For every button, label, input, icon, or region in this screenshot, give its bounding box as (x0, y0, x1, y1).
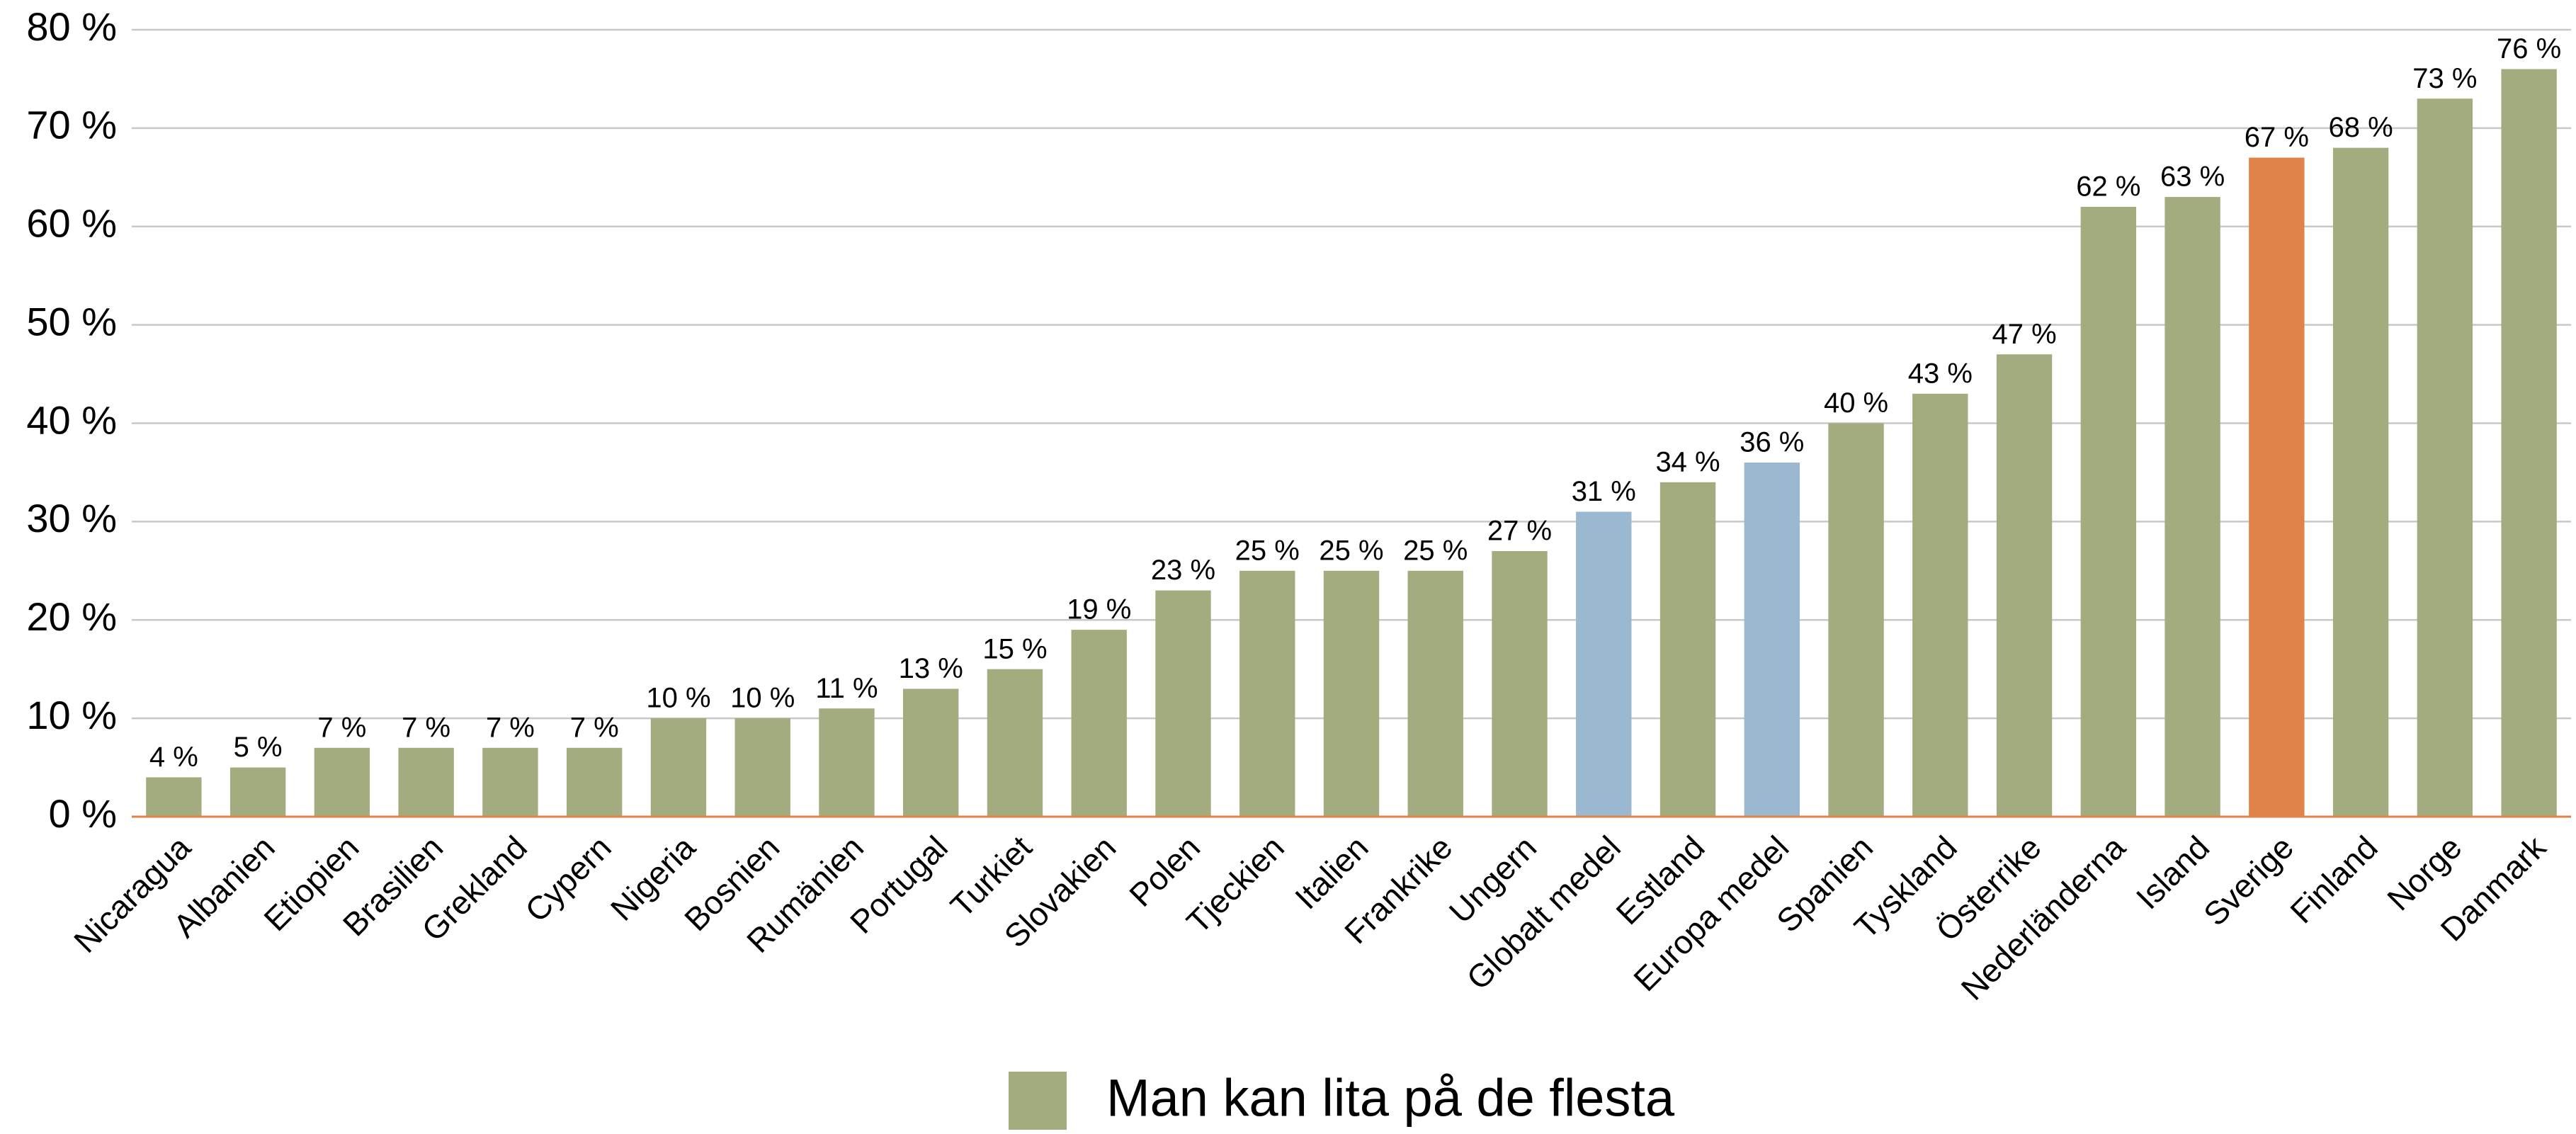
legend-swatch (1009, 1072, 1067, 1130)
y-tick-label: 80 % (26, 4, 117, 49)
bar (1155, 590, 1211, 817)
bar (2501, 69, 2557, 817)
bar (229, 767, 286, 817)
bar (1492, 551, 1548, 817)
y-tick-label: 10 % (26, 693, 117, 737)
bar (903, 688, 959, 817)
value-label: 11 % (815, 673, 878, 704)
value-label: 7 % (317, 712, 366, 743)
value-label: 7 % (486, 712, 535, 743)
bar (398, 747, 454, 817)
bar (1912, 393, 1968, 817)
bar (819, 708, 875, 817)
value-label: 25 % (1235, 535, 1300, 566)
bar (650, 718, 707, 817)
bar (987, 669, 1043, 817)
y-tick-label: 30 % (26, 496, 117, 540)
bar (482, 747, 538, 817)
bar (566, 747, 623, 817)
x-tick-label: Finland (2283, 829, 2384, 930)
bar (1323, 570, 1380, 817)
bar (1828, 423, 1884, 817)
value-label: 76 % (2497, 33, 2561, 64)
y-tick-label: 0 % (49, 791, 118, 836)
bar (1996, 354, 2053, 817)
bar (314, 747, 370, 817)
value-label: 63 % (2160, 161, 2225, 193)
x-tick-label: Cypern (518, 829, 618, 929)
value-label: 4 % (149, 742, 198, 773)
y-tick-label: 70 % (26, 103, 117, 147)
value-label: 43 % (1908, 358, 1973, 389)
value-label: 67 % (2245, 122, 2309, 153)
value-label: 10 % (646, 683, 710, 714)
value-label: 7 % (570, 712, 619, 743)
value-label: 73 % (2412, 63, 2477, 94)
y-tick-label: 20 % (26, 594, 117, 639)
bar (1071, 630, 1127, 817)
value-label: 5 % (234, 732, 283, 763)
value-label: 19 % (1067, 594, 1131, 625)
value-label: 27 % (1487, 516, 1552, 547)
bar (1576, 511, 1632, 817)
y-tick-label: 40 % (26, 397, 117, 442)
value-label: 47 % (1992, 319, 2056, 350)
x-tick-label: Sverige (2196, 829, 2300, 933)
value-label: 10 % (730, 683, 795, 714)
y-tick-label: 50 % (26, 299, 117, 344)
x-tick-label: Nicaragua (67, 829, 198, 960)
bar (1659, 482, 1716, 817)
value-label: 31 % (1572, 476, 1636, 507)
value-label: 15 % (982, 633, 1047, 664)
bar (2164, 197, 2220, 817)
legend-label: Man kan lita på de flesta (1106, 1069, 1675, 1128)
bar (2080, 206, 2137, 817)
value-label: 25 % (1403, 535, 1468, 566)
value-label: 62 % (2076, 171, 2140, 203)
value-label: 23 % (1151, 555, 1215, 586)
value-label: 36 % (1740, 427, 1804, 458)
bar (1239, 570, 1295, 817)
value-label: 25 % (1319, 535, 1383, 566)
bar (146, 777, 202, 817)
bar (2417, 98, 2473, 817)
value-label: 34 % (1655, 446, 1720, 477)
bar (734, 718, 790, 817)
bar (2249, 157, 2305, 817)
bar (1407, 570, 1463, 817)
value-label: 68 % (2329, 112, 2393, 143)
value-label: 13 % (899, 653, 963, 684)
bar (1744, 463, 1800, 817)
y-tick-label: 60 % (26, 201, 117, 246)
bar (2332, 147, 2389, 817)
value-label: 7 % (402, 712, 450, 743)
value-label: 40 % (1824, 387, 1888, 419)
